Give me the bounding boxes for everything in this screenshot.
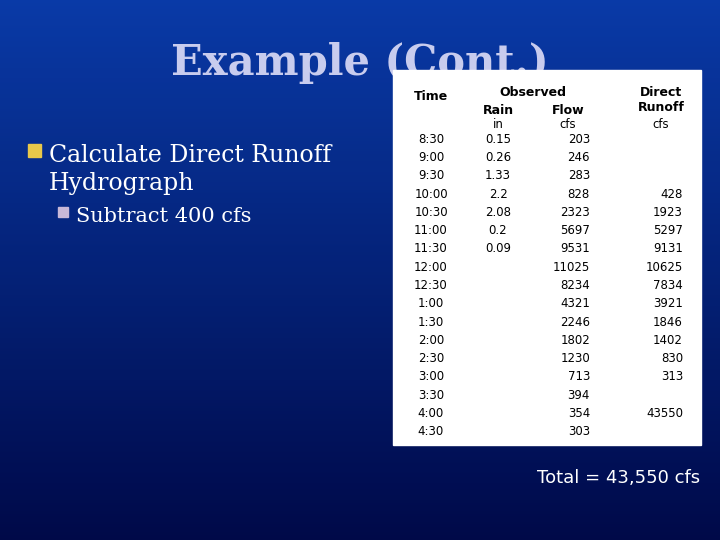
Text: 11:00: 11:00 — [414, 224, 448, 237]
Text: 11025: 11025 — [553, 261, 590, 274]
Text: 828: 828 — [568, 187, 590, 200]
Text: 3921: 3921 — [653, 298, 683, 310]
Text: 2:00: 2:00 — [418, 334, 444, 347]
Text: 1.33: 1.33 — [485, 169, 511, 182]
Text: 12:30: 12:30 — [414, 279, 448, 292]
Text: 1802: 1802 — [560, 334, 590, 347]
Text: 11:30: 11:30 — [414, 242, 448, 255]
Text: Total = 43,550 cfs: Total = 43,550 cfs — [537, 469, 700, 487]
Text: Direct
Runoff: Direct Runoff — [638, 86, 685, 114]
FancyBboxPatch shape — [393, 70, 701, 445]
Text: 9131: 9131 — [653, 242, 683, 255]
Text: Calculate Direct Runoff: Calculate Direct Runoff — [49, 144, 331, 167]
Text: 3:30: 3:30 — [418, 389, 444, 402]
Text: 1230: 1230 — [560, 352, 590, 365]
Text: 10:30: 10:30 — [414, 206, 448, 219]
Text: 0.26: 0.26 — [485, 151, 511, 164]
Text: 4321: 4321 — [560, 298, 590, 310]
Bar — [58, 207, 68, 217]
Text: 9:30: 9:30 — [418, 169, 444, 182]
Text: 246: 246 — [567, 151, 590, 164]
Text: 428: 428 — [661, 187, 683, 200]
Text: 1:30: 1:30 — [418, 315, 444, 328]
Text: Time: Time — [414, 90, 448, 103]
Text: cfs: cfs — [653, 118, 670, 131]
Text: 8234: 8234 — [560, 279, 590, 292]
Text: 10:00: 10:00 — [414, 187, 448, 200]
Text: 3:00: 3:00 — [418, 370, 444, 383]
Text: in: in — [492, 118, 503, 131]
Text: 4:00: 4:00 — [418, 407, 444, 420]
Text: 203: 203 — [568, 133, 590, 146]
Text: cfs: cfs — [559, 118, 576, 131]
Text: 0.2: 0.2 — [489, 224, 508, 237]
Text: 7834: 7834 — [653, 279, 683, 292]
Text: 303: 303 — [568, 426, 590, 438]
Text: 1:00: 1:00 — [418, 298, 444, 310]
Bar — [28, 144, 41, 157]
Text: Flow: Flow — [552, 104, 585, 117]
Text: 713: 713 — [567, 370, 590, 383]
Text: 8:30: 8:30 — [418, 133, 444, 146]
Text: 43550: 43550 — [646, 407, 683, 420]
Text: 0.15: 0.15 — [485, 133, 511, 146]
Text: 5297: 5297 — [653, 224, 683, 237]
Text: 12:00: 12:00 — [414, 261, 448, 274]
Text: 2323: 2323 — [560, 206, 590, 219]
Text: Observed: Observed — [500, 86, 567, 99]
Text: 1846: 1846 — [653, 315, 683, 328]
Text: 1402: 1402 — [653, 334, 683, 347]
Text: Example (Cont.): Example (Cont.) — [171, 42, 549, 84]
Text: 313: 313 — [661, 370, 683, 383]
Text: 4:30: 4:30 — [418, 426, 444, 438]
Text: 2.2: 2.2 — [489, 187, 508, 200]
Text: 283: 283 — [568, 169, 590, 182]
Text: Rain: Rain — [482, 104, 513, 117]
Text: 9:00: 9:00 — [418, 151, 444, 164]
Text: 10625: 10625 — [646, 261, 683, 274]
Text: 830: 830 — [661, 352, 683, 365]
Text: 354: 354 — [568, 407, 590, 420]
Text: 2.08: 2.08 — [485, 206, 511, 219]
Text: 2:30: 2:30 — [418, 352, 444, 365]
Text: 9531: 9531 — [560, 242, 590, 255]
Text: 1923: 1923 — [653, 206, 683, 219]
Text: 5697: 5697 — [560, 224, 590, 237]
Text: Subtract 400 cfs: Subtract 400 cfs — [76, 207, 251, 226]
Text: 2246: 2246 — [560, 315, 590, 328]
Text: 394: 394 — [567, 389, 590, 402]
Text: 0.09: 0.09 — [485, 242, 511, 255]
Text: Hydrograph: Hydrograph — [49, 172, 194, 195]
